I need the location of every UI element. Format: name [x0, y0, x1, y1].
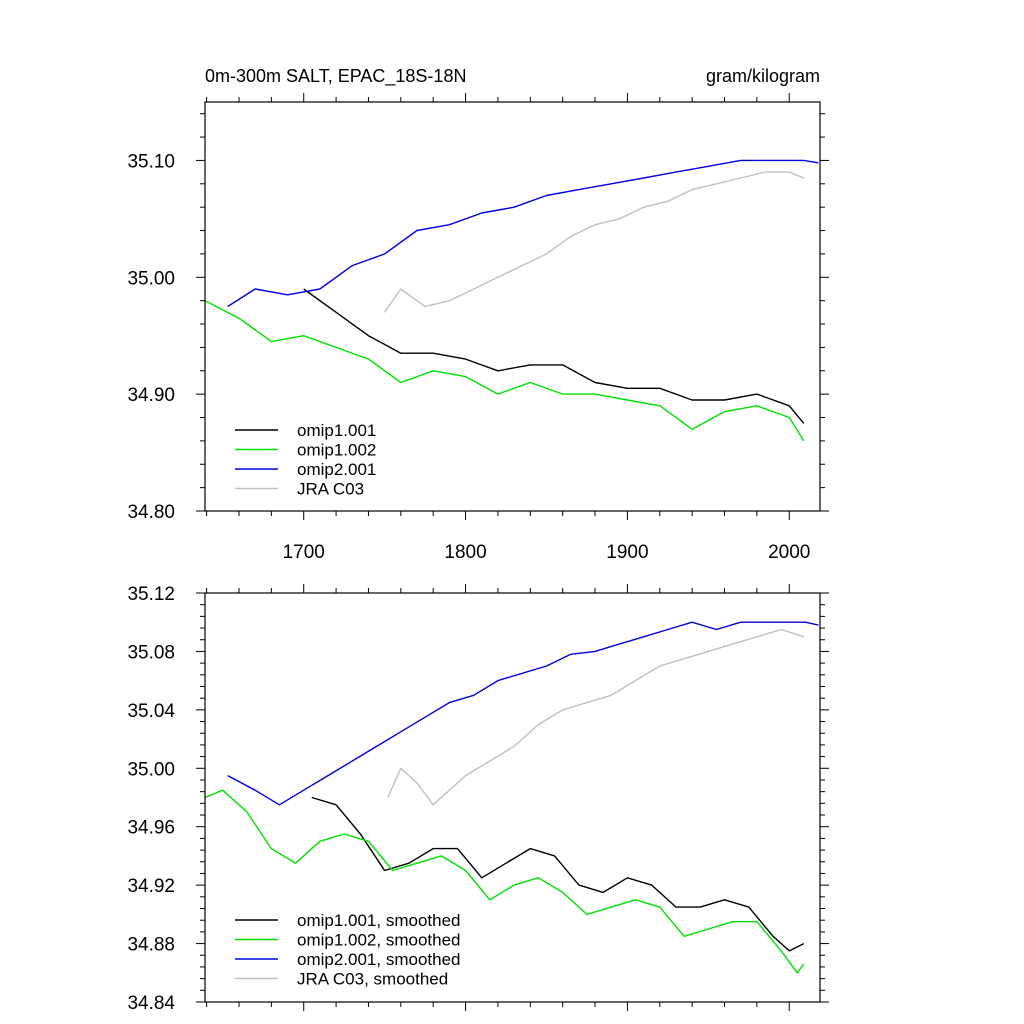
y-tick-label: 34.88 — [127, 935, 175, 956]
x-tick-label: 1900 — [606, 542, 648, 563]
legend-label-1: omip1.001 — [297, 421, 376, 440]
series-group — [205, 621, 819, 974]
legend-label-2: omip1.002 — [297, 441, 376, 460]
y-tick-label: 34.92 — [127, 876, 175, 897]
legend-label-3: omip2.001, smoothed — [297, 950, 461, 969]
series-group — [205, 159, 819, 442]
plot-frame — [204, 101, 821, 512]
y-tick-label: 35.08 — [127, 642, 175, 663]
series-line-4 — [387, 628, 805, 806]
series-line-1 — [311, 796, 805, 952]
y-tick-label: 34.90 — [127, 385, 175, 406]
y-tick-label: 35.00 — [127, 759, 175, 780]
y-tick-label: 34.80 — [127, 502, 175, 523]
x-tick-label: 1700 — [283, 542, 325, 563]
series-line-3 — [227, 621, 819, 806]
legend-label-4: JRA C03 — [297, 480, 364, 499]
x-tick-label: 2000 — [768, 542, 810, 563]
legend-label-2: omip1.002, smoothed — [297, 931, 461, 950]
legend-label-3: omip2.001 — [297, 460, 376, 479]
y-tick-label: 35.10 — [127, 151, 175, 172]
y-tick-label: 35.04 — [127, 701, 175, 722]
plot-frame — [204, 592, 821, 1003]
series-line-3 — [227, 159, 819, 308]
y-tick-label: 34.84 — [127, 993, 175, 1014]
chart-panel-2: 34.84 34.88 34.92 34.96 35.00 35.04 35.08 35.12… — [127, 584, 829, 1014]
series-line-2 — [205, 300, 805, 442]
units-label: gram/kilogram — [706, 66, 820, 86]
series-line-1 — [303, 288, 805, 424]
y-tick-label: 34.96 — [127, 818, 175, 839]
legend-label-4: JRA C03, smoothed — [297, 970, 448, 989]
series-line-2 — [205, 789, 805, 974]
chart-title: 0m-300m SALT, EPAC_18S-18N — [205, 66, 466, 87]
legend-label-1: omip1.001, smoothed — [297, 911, 461, 930]
y-tick-label: 35.00 — [127, 268, 175, 289]
series-line-4 — [384, 171, 805, 313]
chart-panel-1: 0m-300m SALT, EPAC_18S-18N gram/kilogram 1… — [127, 66, 829, 563]
y-tick-label: 35.12 — [127, 584, 175, 605]
x-tick-label: 1800 — [444, 542, 486, 563]
